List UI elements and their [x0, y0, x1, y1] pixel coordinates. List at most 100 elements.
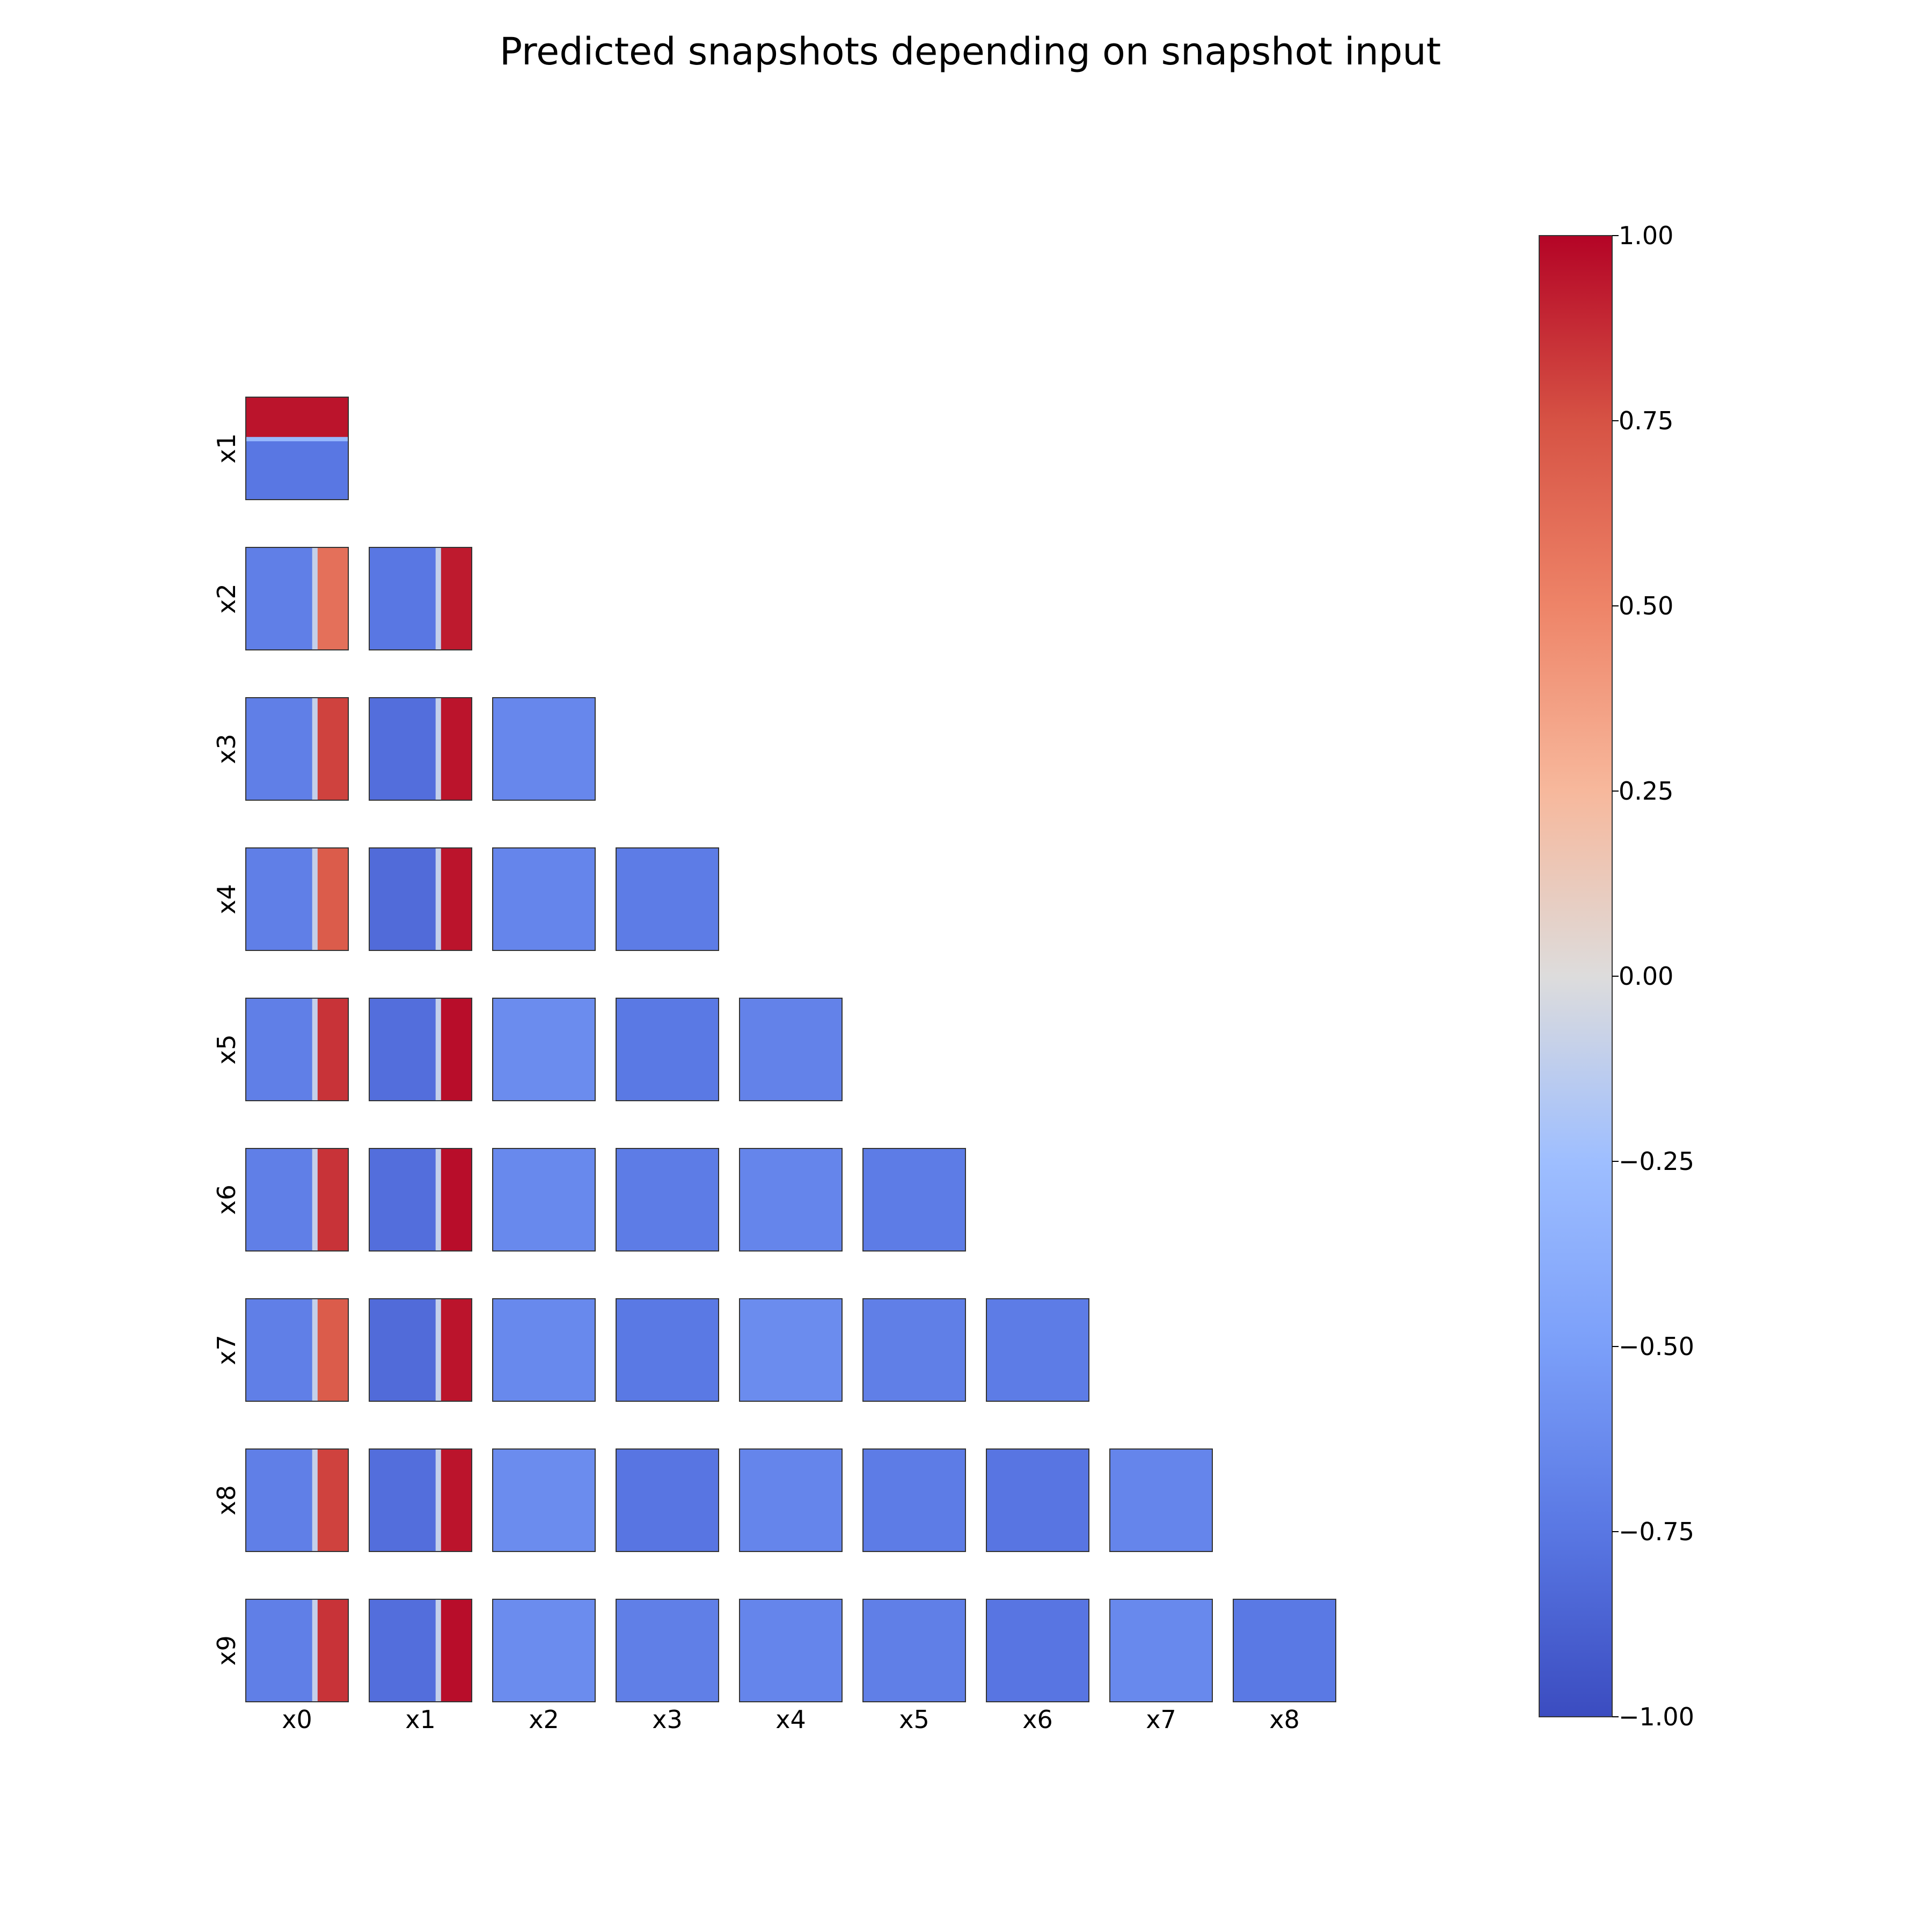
colorbar: 1.00 0.75 0.50 0.25 0.00 −0.25 −0.50 −0.75 −1.00 — [1539, 221, 1694, 1731]
panel-fill — [616, 998, 719, 1101]
panel-frame — [369, 697, 472, 801]
panel-fill-left — [369, 1148, 441, 1251]
panel-fill — [616, 1449, 719, 1552]
row-label-x5: x5 — [212, 1034, 241, 1065]
panel-fill — [863, 1599, 965, 1702]
panel-fill — [1110, 1449, 1212, 1552]
panel-fill — [740, 1148, 842, 1251]
column-label-x7: x7 — [1146, 1705, 1176, 1734]
panel-frame — [492, 847, 596, 951]
column-label-x1: x1 — [405, 1705, 436, 1734]
panel-fill — [493, 698, 595, 800]
panel-frame — [245, 1448, 349, 1552]
snapshot-panel-x5-x1 — [369, 998, 472, 1101]
panel-fill-left — [246, 848, 318, 950]
panel-fill — [493, 1299, 595, 1401]
row-labels: x1 x2 x3 x4 x5 x6 x7 x8 x9 — [212, 433, 241, 1666]
colorbar-tick-label: 0.50 — [1619, 591, 1673, 620]
panel-fill-right — [317, 547, 348, 650]
panel-frame — [616, 1148, 719, 1252]
panel-frame — [739, 1448, 843, 1552]
panel-fill — [986, 1449, 1089, 1552]
panel-fill — [863, 1299, 965, 1401]
panel-fill-right — [441, 1599, 472, 1702]
panel-fill — [493, 848, 595, 950]
panel-boundary — [435, 998, 441, 1101]
panel-boundary — [312, 848, 318, 950]
panel-frame — [616, 998, 719, 1101]
panel-frame — [862, 1599, 966, 1702]
panel-frame — [616, 847, 719, 951]
panel-fill-right — [317, 848, 348, 950]
panel-frame — [616, 1448, 719, 1552]
panel-boundary — [312, 1449, 318, 1552]
panel-fill — [1110, 1599, 1212, 1702]
panel-fill-left — [246, 998, 318, 1101]
panel-boundary — [435, 698, 441, 800]
panel-frame — [245, 847, 349, 951]
column-label-x2: x2 — [529, 1705, 559, 1734]
panel-fill — [616, 848, 719, 950]
panel-fill — [1233, 1599, 1336, 1702]
colorbar-tick-label: −0.25 — [1619, 1147, 1694, 1176]
panel-frame — [986, 1599, 1089, 1702]
panel-fill — [493, 1599, 595, 1702]
snapshot-panel-x7-x2 — [492, 1298, 596, 1402]
snapshot-panel-x2-x0 — [245, 547, 349, 650]
panel-fill-right — [441, 1299, 472, 1401]
panel-fill — [863, 1148, 965, 1251]
snapshot-panel-x6-x0 — [245, 1148, 349, 1252]
panel-fill — [986, 1299, 1089, 1401]
panel-fill — [740, 1599, 842, 1702]
panel-frame — [369, 847, 472, 951]
panel-fill-left — [369, 547, 441, 650]
panel-fill-left — [369, 698, 441, 800]
panel-fill — [493, 1148, 595, 1251]
panel-frame — [492, 697, 596, 801]
panel-frame — [739, 1599, 843, 1702]
snapshot-panel-x8-x4 — [739, 1448, 843, 1552]
snapshot-panel-x6-x1 — [369, 1148, 472, 1252]
panel-boundary — [435, 1449, 441, 1552]
panel-boundary — [312, 1299, 318, 1401]
panel-fill-right — [317, 998, 348, 1101]
panel-frame — [492, 1148, 596, 1252]
panel-frame — [986, 1448, 1089, 1552]
snapshot-panel-x7-x5 — [862, 1298, 966, 1402]
row-label-x9: x9 — [212, 1635, 241, 1666]
snapshot-panel-x3-x1 — [369, 697, 472, 801]
snapshot-panel-x9-x8 — [1233, 1599, 1336, 1702]
snapshot-panel-x9-x3 — [616, 1599, 719, 1702]
panel-fill — [616, 1148, 719, 1251]
panel-fill — [740, 998, 842, 1101]
panel-boundary — [312, 998, 318, 1101]
snapshot-panel-x8-x0 — [245, 1448, 349, 1552]
snapshot-panel-x7-x1 — [369, 1298, 472, 1402]
panel-fill-right — [441, 1148, 472, 1251]
column-label-x3: x3 — [652, 1705, 683, 1734]
snapshot-panel-x8-x7 — [1109, 1448, 1213, 1552]
snapshot-panel-x8-x6 — [986, 1448, 1089, 1552]
panel-fill-right — [441, 547, 472, 650]
row-label-x6: x6 — [212, 1184, 241, 1215]
panel-boundary — [435, 848, 441, 950]
panel-fill — [986, 1599, 1089, 1702]
panel-frame — [616, 1599, 719, 1702]
panel-frame — [245, 397, 349, 500]
column-label-x5: x5 — [899, 1705, 930, 1734]
panel-fill-right — [441, 848, 472, 950]
panel-frame — [369, 547, 472, 650]
row-label-x2: x2 — [212, 583, 241, 614]
panel-fill-right — [317, 1299, 348, 1401]
colorbar-gradient — [1539, 235, 1613, 1717]
panel-fill — [863, 1449, 965, 1552]
panel-boundary — [312, 1148, 318, 1251]
panel-boundary — [246, 437, 348, 442]
panel-frame — [492, 998, 596, 1101]
panel-fill-left — [246, 698, 318, 800]
colorbar-tick-label: 0.75 — [1619, 406, 1673, 435]
panel-frame — [245, 1298, 349, 1402]
panel-frame — [369, 1298, 472, 1402]
panel-fill-right — [317, 1449, 348, 1552]
